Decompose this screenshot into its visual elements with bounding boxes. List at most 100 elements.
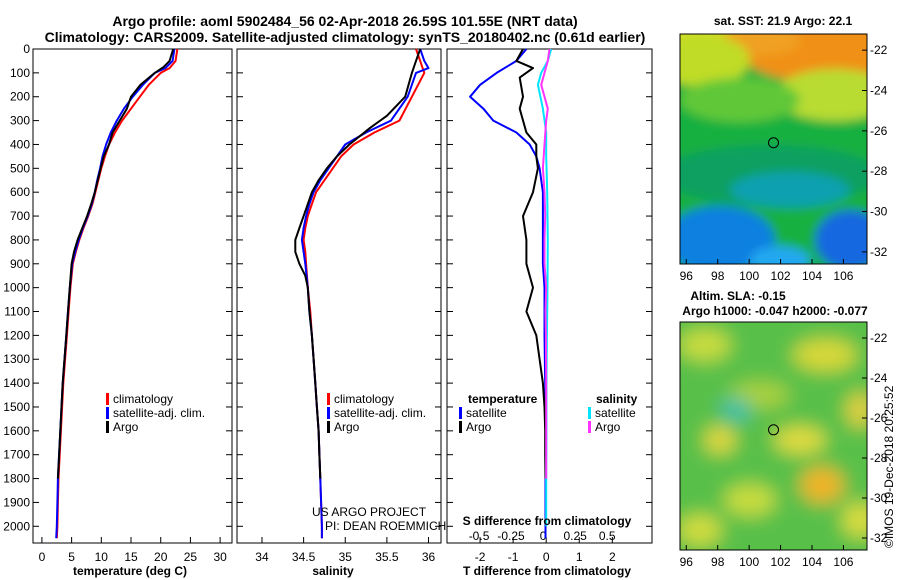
y-tick-label: 0 [23,42,30,56]
y-tick-label: 800 [10,233,30,247]
y-tick-label: 400 [10,137,30,151]
x-tick-label: -1 [508,550,519,564]
sst-map-title: sat. SST: 21.9 Argo: 22.1 [714,14,853,28]
legend-swatch-argo [327,421,330,433]
legend-title-temperature: temperature [468,392,538,406]
sst-map-float-marker [768,137,779,149]
imos-timestamp: ©IMOS 19-Dec-2018 20:25:52 [882,385,896,548]
y-tick-label: 1300 [3,352,30,366]
difference-xlabel-top: S difference from climatology [463,514,632,528]
y-tick-label: 700 [10,209,30,223]
y-tick-label: 1600 [3,424,30,438]
legend-label-argo: Argo [334,420,360,434]
x-tick-label: 20 [154,550,168,564]
y-tick-label: 1800 [3,472,30,486]
map-x-tick-label: 104 [802,269,822,283]
x-tick-label: 34 [255,550,269,564]
map-x-tick-label: 100 [739,269,759,283]
series-line-s-argo [540,48,551,479]
legend-swatch-t-argo [459,421,462,433]
legend-swatch-climatology [327,393,330,405]
legend-swatch-climatology [106,393,109,405]
difference-yticks [447,48,652,527]
legend-swatch-t-satellite [459,407,462,419]
legend-swatch-satellite [327,407,330,419]
x-tick-label: 35.5 [375,550,399,564]
series-line-t-argo [515,48,547,479]
legend-swatch-satellite [106,407,109,419]
map-x-tick-label: 104 [802,555,822,569]
salinity-xlabel: salinity [312,564,354,578]
sst-map-yticks: -22 -24 -26 -28 -30 -32 [862,43,888,259]
title-line-2: Climatology: CARS2009. Satellite-adjuste… [45,29,646,45]
series-line-t-satellite [469,48,547,539]
difference-legend-temperature: temperature satellite Argo [459,392,538,434]
s-tick-label: 0.25 [563,529,587,543]
s-tick-label: 0 [540,529,547,543]
series-line-satellite-adj-clim- [55,48,176,539]
x-tick-label: 35 [339,550,353,564]
y-tick-label: 1700 [3,448,30,462]
temperature-series [55,48,179,539]
map-y-tick-label: -22 [870,331,888,345]
credit-line-1: US ARGO PROJECT [312,505,427,519]
x-tick-label: 30 [213,550,227,564]
map-y-tick-label: -32 [870,531,888,545]
salinity-panel: 34 34.5 35 35.5 36 salinity climatology sate… [236,48,446,578]
difference-series [469,48,553,539]
credit-line-2: PI: DEAN ROEMMICH [325,519,446,533]
map-y-tick-label: -28 [870,164,888,178]
sla-map-title: Altim. SLA: -0.15 [690,289,786,303]
difference-legend-salinity: salinity satellite Argo [588,392,638,434]
map-x-tick-label: 96 [680,555,694,569]
sla-map-yticks: -22 -24 -26 -28 -30 -32 [862,331,888,545]
map-y-tick-label: -26 [870,124,888,138]
difference-sticks: -0.5 -0.25 0 0.25 0.5 [469,529,616,543]
map-x-tick-label: 98 [711,555,725,569]
y-tick-label: 1500 [3,400,30,414]
difference-xlabel: T difference from climatology [463,564,631,578]
x-tick-label: 10 [95,550,109,564]
map-y-tick-label: -22 [870,43,888,57]
temperature-yticks: 0 100 200 300 400 500 600 700 800 900 1000 1100 1200… [3,42,232,533]
x-tick-label: 34.5 [292,550,316,564]
legend-label-climatology: climatology [113,392,173,406]
sla-map-xticks: 96 98 100 102 104 106 [680,545,854,569]
s-tick-label: -0.25 [497,529,525,543]
legend-label-t-satellite: satellite [466,406,507,420]
map-x-tick-label: 100 [739,555,759,569]
x-tick-label: -2 [475,550,486,564]
temperature-axes-frame [32,48,233,544]
sla-map-frame [679,321,868,551]
legend-label-argo: Argo [113,420,139,434]
sla-map-float-marker [768,424,779,436]
salinity-legend: climatology satellite-adj. clim. Argo [327,392,426,434]
temperature-legend: climatology satellite-adj. clim. Argo [106,392,205,434]
series-line-climatology [55,48,179,539]
sst-map-xticks: 96 98 100 102 104 106 [680,259,854,283]
series-line-satellite-adj-clim- [300,48,430,539]
x-tick-label: 0 [543,550,550,564]
sla-map-title2: Argo h1000: -0.047 h2000: -0.077 [682,304,868,318]
temperature-panel: 0100200300400500600700800900100011001200… [3,42,233,578]
salinity-series [294,48,430,539]
salinity-yticks [237,48,441,527]
x-tick-label: 25 [184,550,198,564]
series-line-argo [56,48,175,479]
legend-swatch-s-satellite [588,407,591,419]
legend-label-s-argo: Argo [595,420,621,434]
x-tick-label: 0 [39,550,46,564]
y-tick-label: 1400 [3,376,30,390]
y-tick-label: 600 [10,185,30,199]
map-y-tick-label: -26 [870,411,888,425]
legend-swatch-s-argo [588,421,591,433]
legend-label-s-satellite: satellite [595,406,636,420]
x-tick-label: 5 [68,550,75,564]
sst-map-frame [679,33,868,265]
y-tick-label: 2000 [3,519,30,533]
x-tick-label: 15 [124,550,138,564]
x-tick-label: 2 [609,550,616,564]
legend-swatch-argo [106,421,109,433]
s-tick-label: -0.5 [469,529,490,543]
